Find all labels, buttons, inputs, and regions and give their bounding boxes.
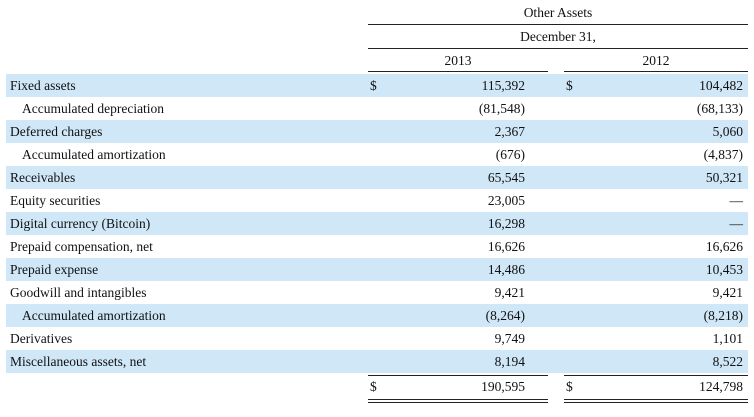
currency-symbol-2013: $ bbox=[370, 78, 377, 93]
value-2013: 8,194 bbox=[494, 354, 525, 369]
value-2013: (8,264) bbox=[485, 308, 525, 323]
column-header-2013: 2013 bbox=[444, 53, 472, 68]
value-2012: 50,321 bbox=[705, 170, 743, 185]
table-row: Accumulated depreciation (81,548) (68,133) bbox=[6, 97, 748, 120]
value-2012: 5,060 bbox=[712, 124, 743, 139]
value-2013: 9,749 bbox=[494, 331, 525, 346]
total-double-rule-2013-a bbox=[368, 399, 548, 400]
row-label: Digital currency (Bitcoin) bbox=[10, 216, 151, 231]
row-label: Miscellaneous assets, net bbox=[10, 354, 147, 369]
row-label: Deferred charges bbox=[10, 124, 103, 139]
value-2012: (8,218) bbox=[703, 308, 743, 323]
value-2012: (68,133) bbox=[696, 101, 743, 116]
total-double-rule-2013-b bbox=[368, 402, 548, 403]
date-rule bbox=[368, 48, 748, 49]
row-label: Accumulated depreciation bbox=[22, 101, 165, 116]
value-2013: 9,421 bbox=[494, 285, 525, 300]
value-2012: 8,522 bbox=[712, 354, 743, 369]
row-label: Receivables bbox=[10, 170, 76, 185]
value-2012: (4,837) bbox=[703, 147, 743, 162]
date-heading: December 31, bbox=[520, 29, 596, 44]
value-2012: 1,101 bbox=[712, 331, 743, 346]
row-label: Prepaid compensation, net bbox=[10, 239, 153, 254]
value-2012: — bbox=[729, 216, 744, 231]
table-row: Equity securities 23,005 — bbox=[6, 189, 748, 212]
total-currency-2013: $ bbox=[370, 379, 377, 394]
row-label: Equity securities bbox=[10, 193, 101, 208]
row-label: Derivatives bbox=[10, 331, 73, 346]
table-row: Fixed assets $ $115,392 104,482 bbox=[6, 74, 748, 97]
column-rule-2012 bbox=[564, 71, 748, 72]
value-2013: 23,005 bbox=[487, 193, 525, 208]
value-2012: 104,482 bbox=[699, 78, 743, 93]
total-row: $ 190,595 $ 124,798 bbox=[6, 375, 748, 398]
subtotal-rule-2012 bbox=[564, 375, 748, 376]
row-label: Accumulated amortization bbox=[22, 147, 166, 162]
table-row: Derivatives 9,749 1,101 bbox=[6, 327, 748, 350]
table-row: Accumulated amortization (8,264) (8,218) bbox=[6, 304, 748, 327]
title-rule bbox=[368, 24, 748, 25]
total-double-rule-2012-a bbox=[564, 399, 748, 400]
value-2013: 2,367 bbox=[494, 124, 525, 139]
value-2013: 65,545 bbox=[487, 170, 525, 185]
value-2013: 16,298 bbox=[487, 216, 525, 231]
total-value-2013: 190,595 bbox=[481, 379, 525, 394]
table-row: Goodwill and intangibles 9,421 9,421 bbox=[6, 281, 748, 304]
value-2013: (81,548) bbox=[478, 101, 525, 116]
table-row: Digital currency (Bitcoin) 16,298 — bbox=[6, 212, 748, 235]
total-double-rule-2012-b bbox=[564, 402, 748, 403]
row-label: Goodwill and intangibles bbox=[10, 285, 147, 300]
column-header-2012: 2012 bbox=[642, 53, 670, 68]
column-rule-2013 bbox=[368, 71, 548, 72]
currency-symbol-2012: $ bbox=[566, 78, 573, 93]
value-2013: 16,626 bbox=[487, 239, 525, 254]
value-2012: 10,453 bbox=[705, 262, 743, 277]
row-label: Fixed assets bbox=[10, 78, 76, 93]
value-2013: (676) bbox=[495, 147, 525, 162]
total-value-2012: 124,798 bbox=[699, 379, 743, 394]
table-row: Prepaid expense 14,486 10,453 bbox=[6, 258, 748, 281]
table-row: Prepaid compensation, net 16,626 16,626 bbox=[6, 235, 748, 258]
value-2013: 14,486 bbox=[487, 262, 525, 277]
row-label: Prepaid expense bbox=[10, 262, 99, 277]
row-label: Accumulated amortization bbox=[22, 308, 166, 323]
value-2012: 16,626 bbox=[705, 239, 743, 254]
total-currency-2012: $ bbox=[566, 379, 573, 394]
table-row: Accumulated amortization (676) (4,837) bbox=[6, 143, 748, 166]
value-2013: 115,392 bbox=[481, 78, 525, 93]
value-2012: — bbox=[729, 193, 744, 208]
table-row: Receivables 65,545 50,321 bbox=[6, 166, 748, 189]
table-title: Other Assets bbox=[523, 5, 593, 20]
table-row: Deferred charges 2,367 5,060 bbox=[6, 120, 748, 143]
table-row: Miscellaneous assets, net 8,194 8,522 bbox=[6, 350, 748, 373]
value-2012: 9,421 bbox=[712, 285, 743, 300]
subtotal-rule-2013 bbox=[368, 375, 548, 376]
